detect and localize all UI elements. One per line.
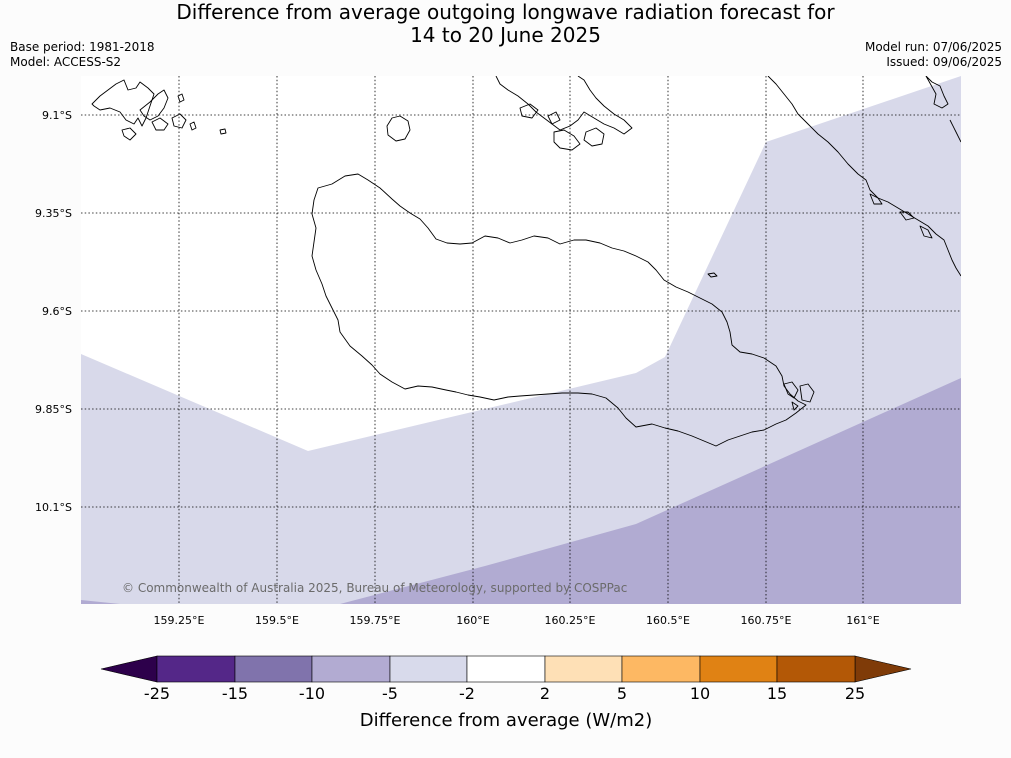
colorbar-bin <box>699 655 778 683</box>
colorbar-tick-label: 15 <box>767 684 787 703</box>
copyright-text: © Commonwealth of Australia 2025, Bureau… <box>122 581 627 595</box>
lon-tick-label: 160.25°E <box>545 614 596 627</box>
coastline-islet-east <box>707 272 718 278</box>
model-text: Model: ACCESS-S2 <box>10 55 122 69</box>
colorbar-tick-label: 5 <box>617 684 627 703</box>
base-period-text: Base period: 1981-2018 <box>10 40 155 54</box>
gridlines <box>81 76 961 604</box>
colorbar-tick-label: -2 <box>459 684 475 703</box>
colorbar-bin <box>466 655 546 683</box>
colorbar-bin <box>621 655 701 683</box>
colorbar-bin <box>389 655 468 683</box>
map-title-line2: 14 to 20 June 2025 <box>410 23 601 47</box>
lon-tick-label: 159.5°E <box>255 614 299 627</box>
lat-tick-label: 9.1°S <box>42 109 72 122</box>
colorbar-bin <box>311 655 391 683</box>
colorbar-over-triangle <box>854 655 912 683</box>
map-title-line1: Difference from average outgoing longwav… <box>176 0 835 24</box>
coastline-main-island <box>311 173 807 447</box>
lon-tick-label: 160°E <box>456 614 489 627</box>
anomaly-zone-mid-purple <box>81 378 961 604</box>
coastline-savo-island <box>386 115 411 142</box>
coastlines <box>91 76 961 447</box>
colorbar-bin <box>776 655 856 683</box>
colorbar-tick-label: 10 <box>690 684 710 703</box>
colorbar-tick-label: 2 <box>540 684 550 703</box>
coastline-marau-islets <box>783 381 799 399</box>
coastline-russell-islands <box>91 79 155 127</box>
colorbar-title: Difference from average (W/m2) <box>360 710 652 731</box>
colorbar-bin <box>156 655 236 683</box>
lon-tick-label: 160.5°E <box>646 614 690 627</box>
lon-tick-label: 160.75°E <box>741 614 792 627</box>
lat-tick-label: 9.85°S <box>35 403 72 416</box>
colorbar-tick-label: -10 <box>299 684 325 703</box>
colorbar-bin <box>234 655 313 683</box>
lat-tick-label: 9.6°S <box>42 305 72 318</box>
coastline-malaita <box>767 76 961 277</box>
colorbar-tick-label: -25 <box>144 684 170 703</box>
issued-text: Issued: 09/06/2025 <box>886 55 1002 69</box>
map-panel: © Commonwealth of Australia 2025, Bureau… <box>35 76 961 627</box>
lat-tick-label: 9.35°S <box>35 207 72 220</box>
colorbar: -25 -15 -10 -5 -2 2 5 10 15 25 Differenc… <box>100 655 912 731</box>
lon-tick-label: 161°E <box>846 614 879 627</box>
lat-tick-label: 10.1°S <box>35 501 72 514</box>
colorbar-tick-label: 25 <box>845 684 865 703</box>
colorbar-tick-label: -5 <box>382 684 398 703</box>
colorbar-tick-label: -15 <box>222 684 248 703</box>
lon-tick-label: 159.75°E <box>350 614 401 627</box>
colorbar-under-triangle <box>100 655 158 683</box>
anomaly-zone-light-purple <box>81 76 961 604</box>
colorbar-bin <box>544 655 623 683</box>
model-run-text: Model run: 07/06/2025 <box>864 40 1002 54</box>
lon-tick-label: 159.25°E <box>154 614 205 627</box>
